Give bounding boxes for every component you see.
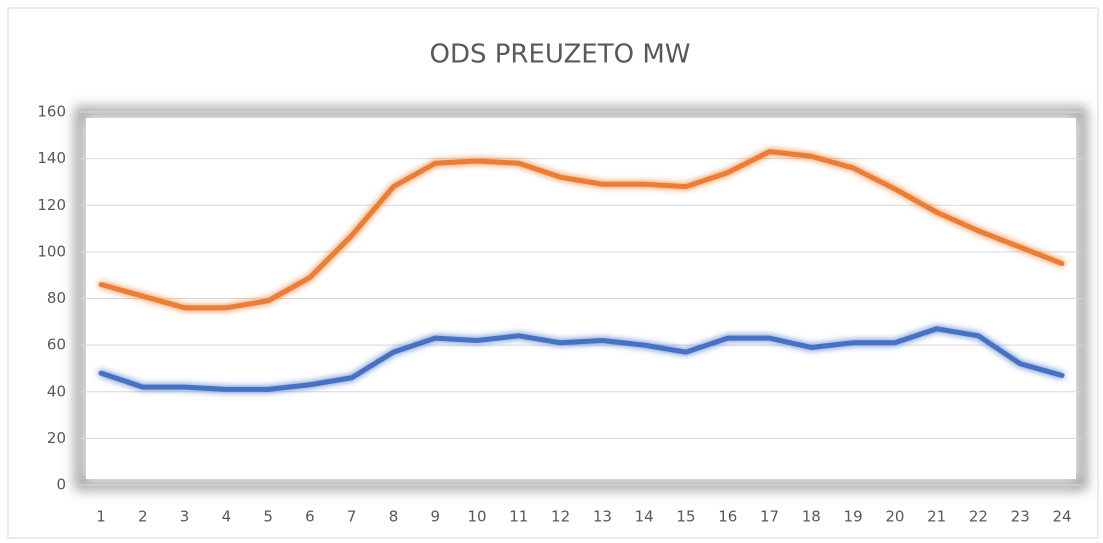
series-line — [98, 149, 1065, 311]
y-tick-label: 40 — [47, 382, 66, 400]
y-tick-label: 160 — [37, 103, 66, 121]
x-tick-label: 17 — [760, 508, 779, 526]
x-tick-label: 7 — [347, 508, 357, 526]
x-tick-label: 8 — [389, 508, 399, 526]
x-tick-label: 12 — [551, 508, 570, 526]
y-tick-label: 0 — [56, 476, 66, 494]
chart-title: ODS PREUZETO MW — [430, 40, 691, 70]
y-tick-label: 140 — [37, 149, 66, 167]
x-tick-label: 24 — [1052, 508, 1071, 526]
x-tick-label: 20 — [885, 508, 904, 526]
x-tick-label: 1 — [96, 508, 106, 526]
x-tick-label: 22 — [969, 508, 988, 526]
x-tick-label: 23 — [1011, 508, 1030, 526]
x-tick-label: 21 — [927, 508, 946, 526]
x-tick-label: 16 — [718, 508, 737, 526]
x-tick-label: 4 — [222, 508, 232, 526]
y-tick-label: 120 — [37, 196, 66, 214]
x-tick-label: 3 — [180, 508, 190, 526]
y-tick-label: 20 — [47, 429, 66, 447]
x-tick-label: 14 — [635, 508, 654, 526]
y-tick-label: 60 — [47, 336, 66, 354]
y-tick-label: 100 — [37, 242, 66, 260]
y-tick-label: 80 — [47, 289, 66, 307]
x-tick-label: 10 — [467, 508, 486, 526]
x-tick-label: 13 — [593, 508, 612, 526]
x-tick-label: 5 — [263, 508, 273, 526]
x-tick-label: 18 — [802, 508, 821, 526]
x-tick-label: 19 — [844, 508, 863, 526]
x-tick-label: 15 — [676, 508, 695, 526]
x-tick-label: 2 — [138, 508, 148, 526]
x-tick-label: 6 — [305, 508, 315, 526]
series-line — [98, 326, 1065, 392]
x-tick-label: 11 — [509, 508, 528, 526]
x-tick-label: 9 — [430, 508, 440, 526]
